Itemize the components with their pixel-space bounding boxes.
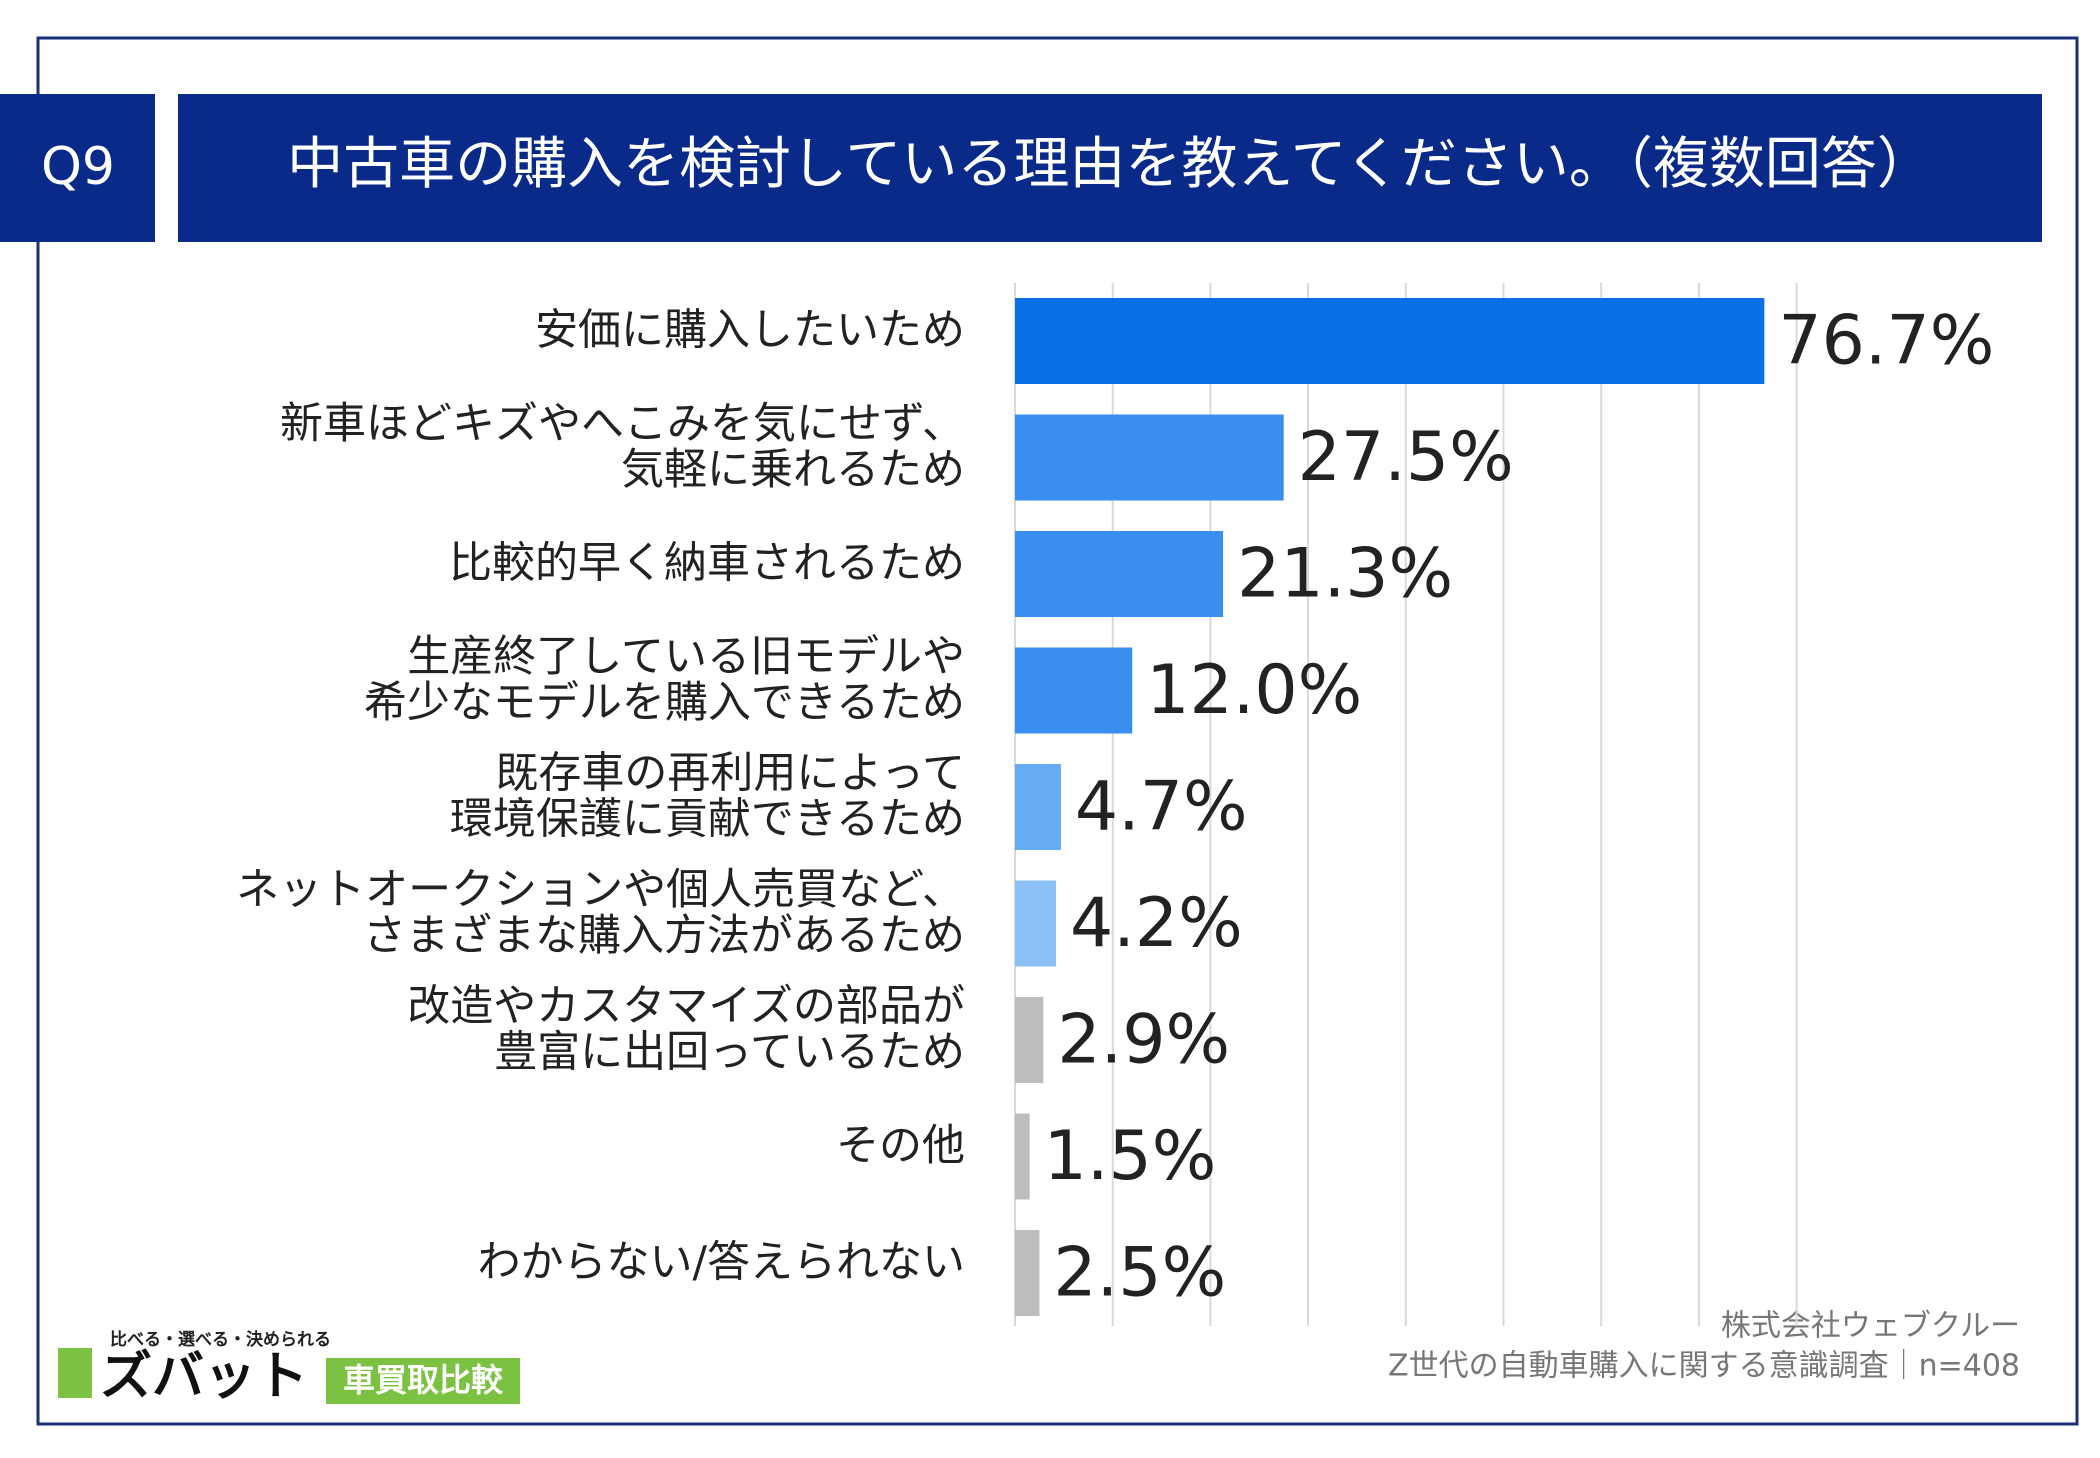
bar	[1015, 880, 1057, 967]
logo-service: 車買取比較	[343, 1361, 504, 1399]
logo-service-box	[326, 1358, 520, 1404]
value-label: 12.0%	[1146, 651, 1362, 730]
value-label: 2.5%	[1053, 1234, 1226, 1313]
category-label: 生産終了している旧モデルや	[407, 632, 965, 682]
category-label: 希少なモデルを購入できるため	[364, 678, 965, 728]
value-label: 1.5%	[1044, 1117, 1217, 1196]
source: 株式会社ウェブクルー	[1721, 1309, 2020, 1344]
bar	[1015, 531, 1224, 617]
bar	[1015, 997, 1044, 1083]
category-label: 既存車の再利用によって	[495, 749, 965, 799]
value-label: 4.7%	[1075, 768, 1248, 847]
bar	[1015, 647, 1133, 734]
category-label: その他	[836, 1121, 965, 1171]
category-label: 豊富に出回っているため	[494, 1028, 965, 1078]
bar	[1015, 1113, 1030, 1200]
category-label: 安価に購入したいため	[535, 306, 965, 356]
question-box	[0, 94, 155, 242]
bar	[1015, 414, 1284, 501]
value-label: 4.2%	[1070, 884, 1243, 963]
category-label: 改造やカスタマイズの部品が	[407, 982, 965, 1032]
category-label: ネットオークションや個人売買など、	[236, 865, 965, 915]
category-label: 新車ほどキズやへこみを気にせず、	[280, 399, 965, 449]
category-label: わからない/答えられない	[478, 1238, 966, 1288]
category-label: 気軽に乗れるため	[621, 445, 965, 495]
value-label: 76.7%	[1778, 302, 1994, 381]
logo-icon	[58, 1348, 92, 1398]
value-label: 21.3%	[1237, 535, 1453, 614]
chart-title: 中古車の購入を検討している理由を教えてください。（複数回答）	[287, 132, 1933, 197]
title-box	[178, 94, 2042, 242]
value-label: 2.9%	[1057, 1001, 1230, 1080]
source: Z世代の自動車購入に関する意識調査｜n=408	[1388, 1349, 2020, 1384]
bar	[1015, 1230, 1040, 1316]
category-label: 環境保護に貢献できるため	[450, 795, 965, 845]
bar	[1015, 764, 1061, 850]
logo-name: ズバット	[100, 1347, 308, 1407]
logo-tagline: 比べる・選べる・決められる	[110, 1329, 331, 1350]
value-label: 27.5%	[1298, 418, 1514, 497]
category-label: 比較的早く納車されるため	[449, 539, 965, 589]
category-label: さまざまな購入方法があるため	[363, 911, 965, 961]
question-number: Q9	[41, 137, 115, 197]
bar	[1015, 298, 1765, 384]
